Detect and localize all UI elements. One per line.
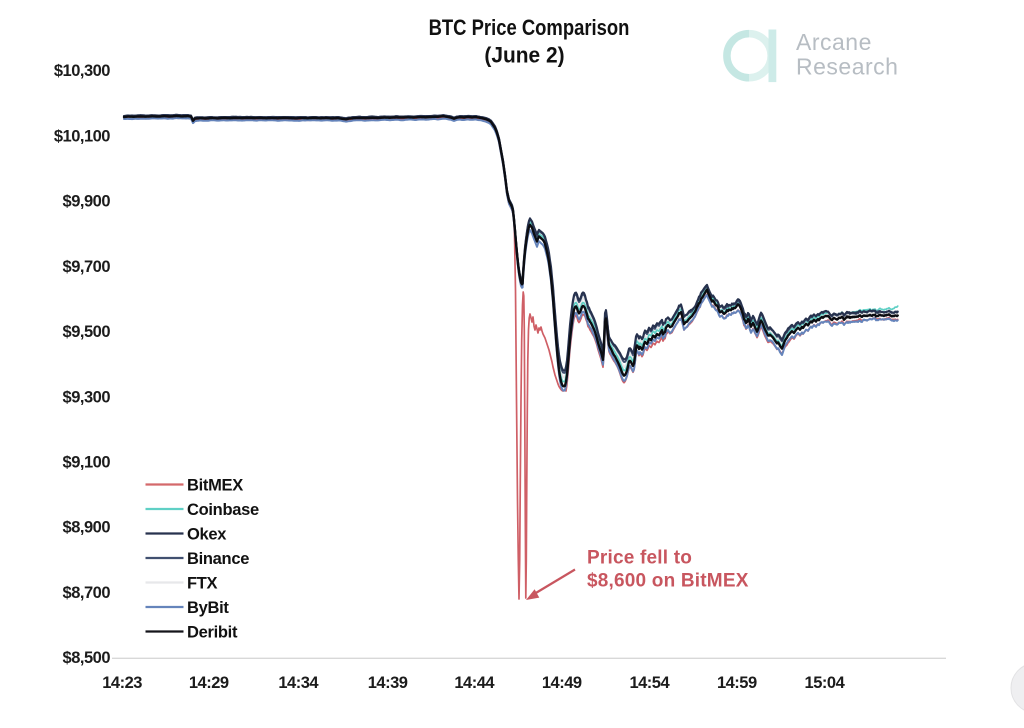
svg-text:14:44: 14:44	[454, 674, 495, 692]
svg-text:$8,700: $8,700	[63, 584, 111, 602]
svg-text:$8,600 on BitMEX: $8,600 on BitMEX	[587, 571, 749, 592]
svg-text:14:49: 14:49	[542, 674, 582, 692]
svg-text:14:29: 14:29	[189, 674, 229, 692]
svg-text:BitMEX: BitMEX	[187, 476, 243, 494]
svg-text:Research: Research	[796, 54, 898, 80]
svg-text:Coinbase: Coinbase	[187, 501, 259, 519]
svg-text:Binance: Binance	[187, 550, 249, 568]
svg-text:BTC Price Comparison: BTC Price Comparison	[429, 15, 630, 40]
svg-text:ByBit: ByBit	[187, 599, 229, 617]
svg-text:14:34: 14:34	[278, 674, 319, 692]
svg-text:Deribit: Deribit	[187, 623, 238, 641]
svg-text:14:39: 14:39	[368, 674, 408, 692]
svg-text:$10,100: $10,100	[54, 127, 110, 145]
svg-text:(June 2): (June 2)	[484, 42, 564, 68]
svg-text:$9,100: $9,100	[63, 454, 111, 472]
svg-text:14:23: 14:23	[102, 674, 142, 692]
svg-text:14:59: 14:59	[717, 674, 757, 692]
svg-text:$9,700: $9,700	[63, 258, 111, 276]
svg-text:Arcane: Arcane	[796, 29, 872, 55]
svg-text:14:54: 14:54	[629, 674, 670, 692]
svg-text:$10,300: $10,300	[54, 62, 110, 80]
svg-text:15:04: 15:04	[805, 674, 846, 692]
svg-text:Okex: Okex	[187, 525, 227, 543]
svg-text:$9,900: $9,900	[63, 193, 111, 211]
svg-text:$8,500: $8,500	[63, 649, 111, 667]
svg-text:Price fell to: Price fell to	[587, 548, 692, 569]
svg-text:FTX: FTX	[187, 574, 218, 592]
svg-text:$9,500: $9,500	[63, 323, 111, 341]
svg-text:$9,300: $9,300	[63, 388, 111, 406]
svg-text:$8,900: $8,900	[63, 519, 111, 537]
